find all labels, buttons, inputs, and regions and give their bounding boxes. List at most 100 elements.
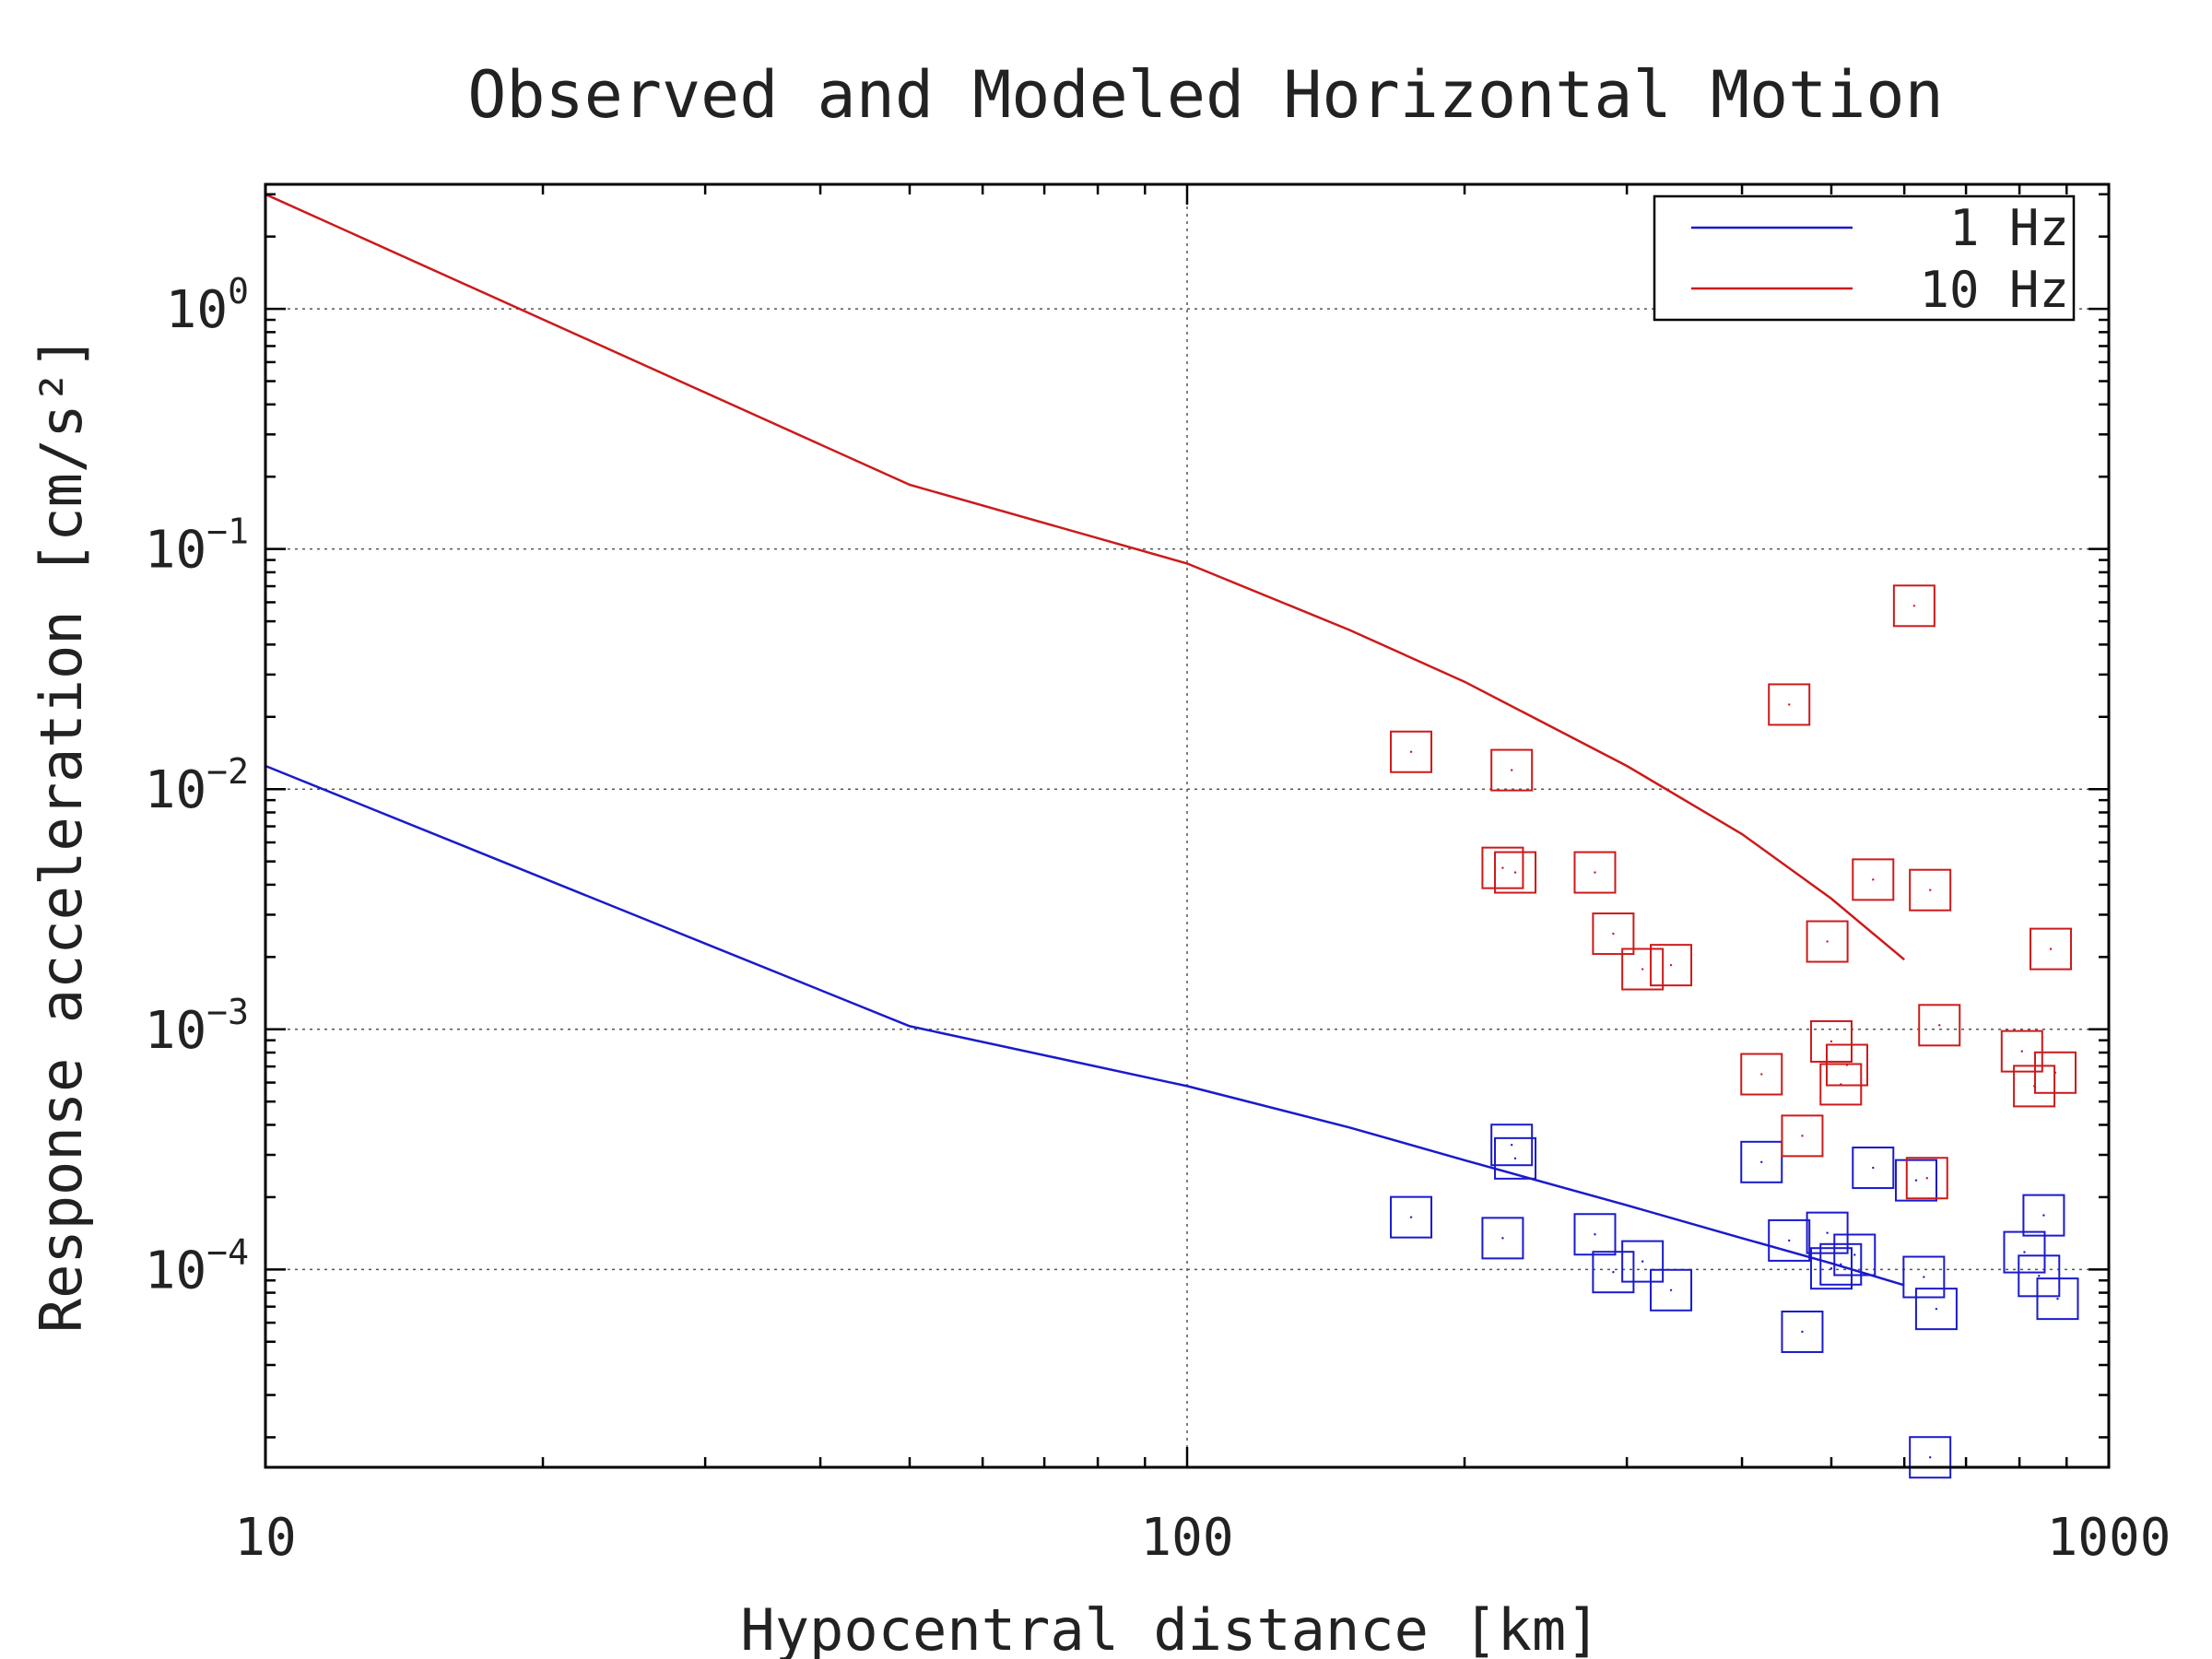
y-tick-label: 10−3 [145, 992, 249, 1061]
observed-marker-center-1hz [1853, 1253, 1856, 1256]
observed-marker-10hz [1390, 730, 1433, 773]
observed-marker-center-10hz [1501, 866, 1504, 869]
observed-marker-center-1hz [1914, 1179, 1918, 1182]
observed-marker-1hz [1806, 1211, 1849, 1254]
observed-marker-1hz [1768, 1218, 1811, 1262]
observed-marker-10hz [2030, 927, 2073, 971]
observed-marker-center-1hz [1641, 1260, 1644, 1263]
observed-marker-center-1hz [1788, 1239, 1791, 1242]
observed-marker-10hz [1892, 584, 1936, 628]
observed-marker-center-10hz [1641, 968, 1644, 971]
observed-marker-center-1hz [1669, 1288, 1673, 1291]
observed-marker-10hz [1490, 748, 1534, 792]
observed-marker-center-10hz [1830, 1040, 1833, 1043]
observed-marker-1hz [1650, 1268, 1693, 1312]
x-tick-label: 10 [234, 1508, 296, 1568]
observed-marker-center-10hz [1510, 769, 1513, 771]
observed-marker-10hz [2000, 1030, 2043, 1073]
observed-marker-center-10hz [1612, 932, 1615, 935]
observed-marker-center-10hz [1409, 750, 1413, 753]
x-tick-label: 100 [1140, 1508, 1233, 1568]
legend: 1 Hz 10 Hz [1653, 194, 2076, 322]
y-tick-label: 10−4 [145, 1231, 249, 1300]
observed-marker-center-1hz [1513, 1157, 1517, 1160]
observed-marker-1hz [2022, 1194, 2065, 1237]
observed-marker-1hz [1621, 1240, 1665, 1283]
observed-marker-10hz [1806, 920, 1849, 963]
observed-marker-10hz [1781, 1114, 1824, 1158]
observed-marker-center-10hz [2053, 1071, 2057, 1074]
observed-marker-center-10hz [1925, 1177, 1928, 1180]
observed-marker-10hz [1621, 947, 1665, 991]
observed-marker-center-10hz [1872, 878, 1875, 881]
observed-marker-1hz [1740, 1140, 1783, 1183]
observed-marker-center-10hz [1513, 871, 1517, 874]
observed-marker-center-1hz [2023, 1251, 2026, 1253]
observed-marker-10hz [1592, 912, 1635, 956]
observed-marker-center-10hz [1928, 888, 1932, 891]
observed-marker-center-1hz [2038, 1275, 2041, 1277]
observed-marker-center-1hz [1501, 1237, 1504, 1240]
observed-marker-1hz [1894, 1159, 1937, 1202]
x-axis-label: Hypocentral distance [km] [740, 1596, 1600, 1659]
observed-marker-center-1hz [1935, 1307, 1938, 1311]
x-tick-label: 1000 [2047, 1508, 2171, 1568]
observed-marker-1hz [2003, 1230, 2046, 1274]
observed-points [1390, 584, 2079, 1479]
legend-label-10hz: 10 Hz [1919, 261, 2069, 319]
observed-marker-center-1hz [1801, 1330, 1804, 1334]
observed-marker-10hz [1809, 1019, 1853, 1063]
observed-marker-center-1hz [2042, 1214, 2045, 1217]
model-line-1hz [265, 764, 1905, 1287]
observed-marker-10hz [1819, 1063, 1863, 1106]
observed-marker-1hz [2018, 1254, 2061, 1298]
observed-marker-1hz [1852, 1147, 1895, 1190]
observed-marker-center-10hz [2020, 1050, 2023, 1053]
observed-marker-center-10hz [1801, 1135, 1804, 1137]
observed-marker-1hz [1481, 1217, 1524, 1260]
model-line-10hz [265, 193, 1906, 961]
observed-marker-center-10hz [1912, 605, 1916, 607]
observed-marker-10hz [2034, 1051, 2077, 1094]
observed-marker-center-1hz [2056, 1297, 2059, 1300]
observed-marker-center-1hz [1923, 1276, 1925, 1278]
observed-marker-center-1hz [1928, 1456, 1932, 1459]
observed-marker-center-10hz [1826, 940, 1829, 943]
observed-marker-center-1hz [1594, 1233, 1596, 1236]
observed-marker-10hz [1905, 1157, 1948, 1200]
y-tick-label: 10−1 [145, 512, 249, 581]
observed-marker-1hz [1902, 1255, 1946, 1299]
observed-marker-1hz [1390, 1195, 1433, 1239]
observed-marker-center-10hz [2049, 947, 2053, 950]
y-tick-label: 10−2 [145, 751, 249, 820]
observed-marker-center-10hz [1594, 871, 1596, 874]
observed-marker-center-10hz [1845, 1064, 1849, 1066]
observed-marker-10hz [1918, 1004, 1961, 1047]
observed-marker-center-1hz [1510, 1144, 1513, 1147]
observed-marker-10hz [1852, 858, 1895, 901]
observed-marker-10hz [1909, 868, 1952, 912]
observed-marker-center-1hz [1409, 1216, 1413, 1218]
axis-ticks [264, 184, 2109, 1467]
chart-title: Observed and Modeled Horizontal Motion [467, 57, 1943, 133]
observed-marker-center-1hz [1830, 1266, 1833, 1270]
observed-marker-1hz [1833, 1233, 1877, 1277]
observed-marker-10hz [1573, 851, 1617, 894]
observed-marker-10hz [1826, 1043, 1869, 1087]
observed-marker-1hz [1781, 1310, 1824, 1353]
observed-marker-center-1hz [1840, 1263, 1842, 1266]
legend-label-1hz: 1 Hz [1949, 199, 2069, 257]
observed-marker-center-1hz [1872, 1166, 1875, 1170]
observed-marker-1hz [1914, 1288, 1958, 1331]
legend-box [1653, 194, 2076, 322]
observed-marker-1hz [1490, 1124, 1534, 1167]
observed-marker-1hz [1909, 1436, 1952, 1479]
observed-marker-center-1hz [1826, 1231, 1829, 1234]
observed-marker-1hz [1573, 1213, 1617, 1256]
observed-marker-center-1hz [1760, 1160, 1763, 1164]
observed-marker-10hz [1768, 683, 1811, 726]
observed-marker-10hz [1650, 944, 1693, 987]
observed-marker-center-10hz [1938, 1024, 1941, 1027]
